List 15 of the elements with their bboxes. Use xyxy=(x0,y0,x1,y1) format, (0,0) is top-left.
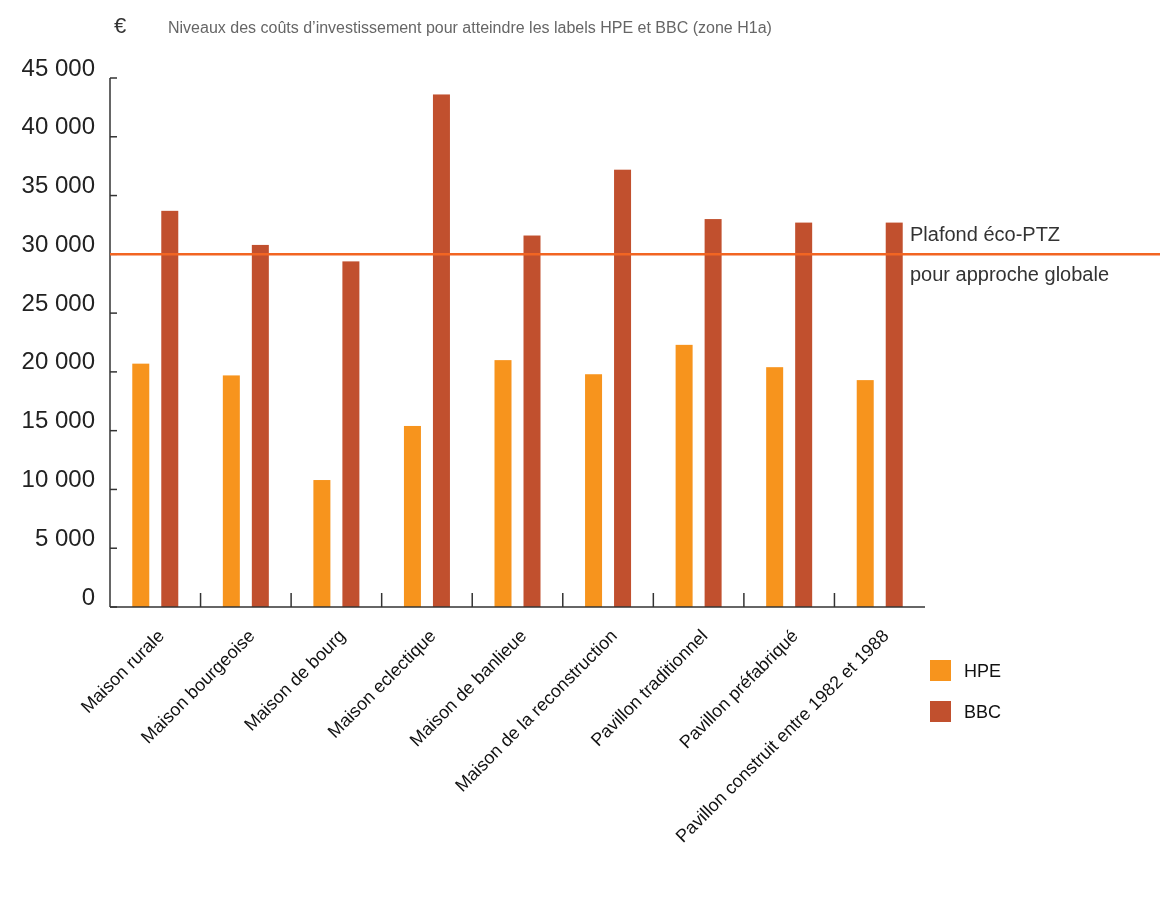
chart-title: Niveaux des coûts d’investissement pour atteindre les labels HPE et BBC (zone H1a) xyxy=(168,19,772,36)
y-tick-label: 15 000 xyxy=(21,406,95,434)
y-tick-label: 20 000 xyxy=(21,347,95,375)
legend-label: BBC xyxy=(964,702,1002,722)
y-tick-label: 5 000 xyxy=(34,523,95,551)
ref-line-label: Plafond éco-PTZ pour approche globale xyxy=(910,223,1110,286)
y-tick-label: 25 000 xyxy=(21,288,95,316)
y-tick-label: 30 000 xyxy=(21,229,95,257)
y-tick-label: 10 000 xyxy=(21,465,95,493)
y-axis-title: € xyxy=(113,13,127,38)
y-tick-label: 35 000 xyxy=(21,171,95,199)
y-tick-label: 0 xyxy=(81,582,95,610)
y-tick-label: 40 000 xyxy=(21,112,95,140)
y-tick-label: 45 000 xyxy=(21,53,95,81)
legend-label: HPE xyxy=(964,661,1002,681)
